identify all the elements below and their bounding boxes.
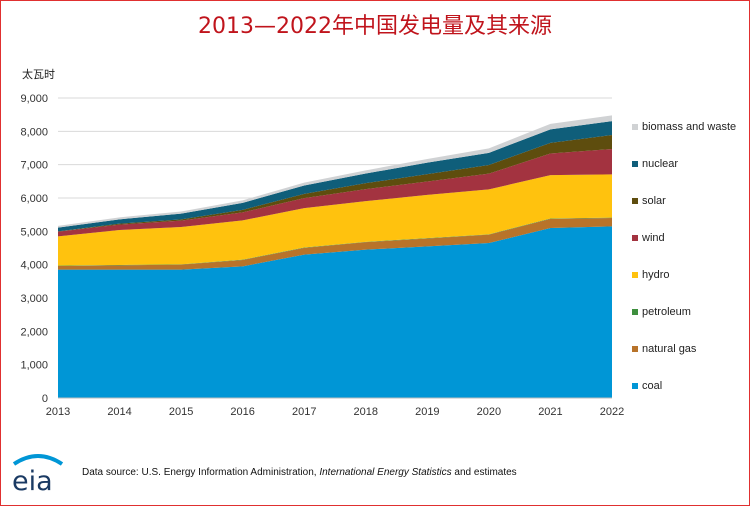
- legend-swatch: [632, 161, 638, 167]
- x-tick-label: 2019: [415, 406, 439, 418]
- legend-label: nuclear: [642, 158, 678, 170]
- x-tick-label: 2020: [477, 406, 501, 418]
- legend-label: hydro: [642, 269, 670, 281]
- x-tick-label: 2016: [230, 406, 254, 418]
- legend-swatch: [632, 383, 638, 389]
- legend-label: coal: [642, 380, 662, 392]
- eia-logo: eia: [12, 454, 64, 496]
- area-natural-gas: [58, 218, 612, 270]
- x-tick-label: 2017: [292, 406, 316, 418]
- x-tick-label: 2014: [107, 406, 131, 418]
- area-wind: [58, 149, 612, 237]
- y-tick-label: 2,000: [20, 326, 48, 338]
- legend-swatch: [632, 272, 638, 278]
- legend-swatch: [632, 309, 638, 315]
- y-tick-label: 1,000: [20, 360, 48, 372]
- y-tick-label: 9,000: [20, 93, 48, 105]
- area-hydro: [58, 174, 612, 266]
- legend-swatch: [632, 124, 638, 130]
- legend-swatch: [632, 235, 638, 241]
- legend-label: natural gas: [642, 343, 697, 355]
- legend-label: wind: [641, 232, 665, 244]
- y-tick-label: 0: [42, 393, 48, 405]
- x-tick-label: 2015: [169, 406, 193, 418]
- source-prefix: Data source: U.S. Energy Information Adm…: [82, 467, 320, 478]
- y-tick-label: 5,000: [20, 226, 48, 238]
- y-tick-label: 4,000: [20, 260, 48, 272]
- y-tick-label: 3,000: [20, 293, 48, 305]
- legend-swatch: [632, 198, 638, 204]
- y-axis-label: 太瓦时: [22, 68, 55, 81]
- x-tick-label: 2013: [46, 406, 70, 418]
- logo-text: eia: [12, 466, 53, 496]
- legend-label: petroleum: [642, 306, 691, 318]
- source-suffix: and estimates: [451, 467, 517, 478]
- y-tick-label: 8,000: [20, 126, 48, 138]
- area-biomass-and-waste: [58, 115, 612, 228]
- data-source-note: Data source: U.S. Energy Information Adm…: [82, 467, 517, 478]
- chart-title: 2013—2022年中国发电量及其来源: [198, 14, 552, 39]
- legend-label: biomass and waste: [642, 121, 736, 133]
- area-solar: [58, 135, 612, 232]
- y-tick-label: 6,000: [20, 193, 48, 205]
- area-coal: [58, 226, 612, 398]
- x-tick-label: 2018: [354, 406, 378, 418]
- x-tick-label: 2021: [538, 406, 562, 418]
- area-nuclear: [58, 121, 612, 232]
- y-tick-label: 7,000: [20, 160, 48, 172]
- x-tick-label: 2022: [600, 406, 624, 418]
- logo-arc: [12, 454, 64, 466]
- legend-swatch: [632, 346, 638, 352]
- source-italic: International Energy Statistics: [319, 467, 452, 478]
- legend-label: solar: [642, 195, 666, 207]
